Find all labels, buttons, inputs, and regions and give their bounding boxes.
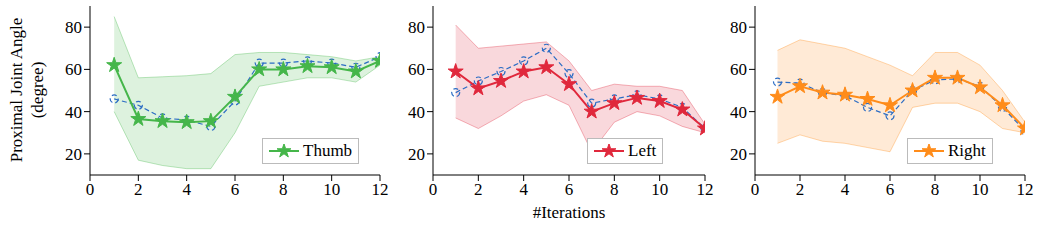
svg-text:60: 60 bbox=[408, 60, 425, 79]
svg-text:6: 6 bbox=[565, 180, 574, 199]
svg-text:12: 12 bbox=[372, 180, 389, 199]
svg-text:6: 6 bbox=[886, 180, 895, 199]
html-text:Proximal Joint Angle (degree): Proximal Joint Angle (degree) bbox=[7, 17, 47, 163]
html-text:Left: Left bbox=[628, 141, 657, 160]
svg-text:20: 20 bbox=[408, 145, 425, 164]
html-text:Thumb: Thumb bbox=[303, 141, 353, 160]
svg-text:2: 2 bbox=[796, 180, 805, 199]
html-text:Right: Right bbox=[948, 141, 986, 160]
svg-text:12: 12 bbox=[1017, 180, 1034, 199]
svg-text:4: 4 bbox=[841, 180, 850, 199]
svg-text:0: 0 bbox=[86, 180, 95, 199]
svg-text:2: 2 bbox=[474, 180, 483, 199]
svg-text:0: 0 bbox=[429, 180, 438, 199]
svg-text:12: 12 bbox=[697, 180, 714, 199]
svg-text:80: 80 bbox=[65, 18, 82, 37]
svg-text:8: 8 bbox=[931, 180, 940, 199]
svg-text:4: 4 bbox=[182, 180, 191, 199]
svg-text:2: 2 bbox=[134, 180, 143, 199]
svg-text:0: 0 bbox=[751, 180, 760, 199]
svg-text:40: 40 bbox=[65, 103, 82, 122]
svg-text:8: 8 bbox=[610, 180, 619, 199]
svg-text:80: 80 bbox=[730, 18, 747, 37]
svg-text:40: 40 bbox=[408, 103, 425, 122]
svg-text:20: 20 bbox=[65, 145, 82, 164]
svg-text:60: 60 bbox=[730, 60, 747, 79]
svg-text:10: 10 bbox=[651, 180, 668, 199]
svg-text:6: 6 bbox=[231, 180, 240, 199]
svg-text:8: 8 bbox=[279, 180, 288, 199]
svg-text:10: 10 bbox=[972, 180, 989, 199]
svg-text:80: 80 bbox=[408, 18, 425, 37]
svg-text:40: 40 bbox=[730, 103, 747, 122]
svg-text:10: 10 bbox=[323, 180, 340, 199]
svg-text:20: 20 bbox=[730, 145, 747, 164]
html-text:#Iterations: #Iterations bbox=[532, 203, 606, 222]
svg-text:60: 60 bbox=[65, 60, 82, 79]
svg-text:4: 4 bbox=[519, 180, 528, 199]
